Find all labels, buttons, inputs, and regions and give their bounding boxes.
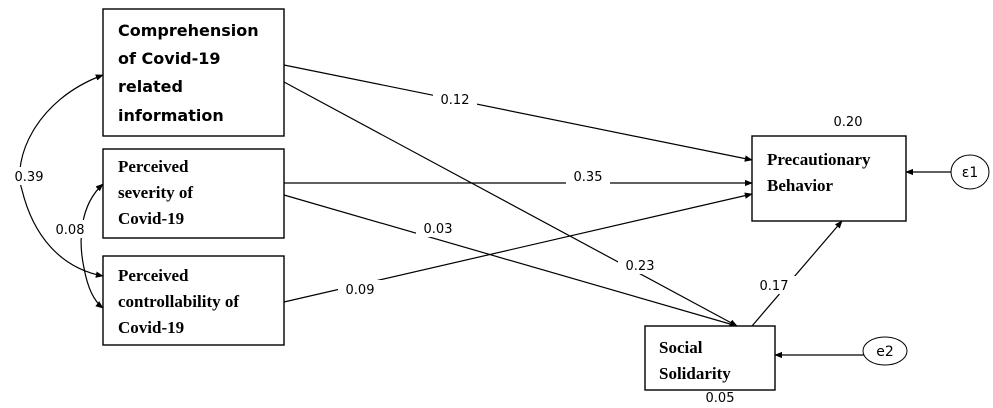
node-solidarity-line-1: Social <box>659 338 703 357</box>
r-squared-solidarity: 0.05 <box>706 391 735 406</box>
node-comprehension-line-1: Comprehension <box>118 21 259 40</box>
path-severity-to-solidarity <box>283 194 738 328</box>
node-controllability: Perceived controllability of Covid-19 <box>118 266 239 337</box>
coef-solidarity-to-precautionary: 0.17 <box>760 279 789 294</box>
node-severity-line-3: Covid-19 <box>118 209 184 228</box>
error-e1-label: ε1 <box>962 165 978 181</box>
covariance-comprehension-controllability <box>19 74 104 278</box>
node-precautionary-line-2: Behavior <box>767 176 834 195</box>
node-comprehension-line-2: of Covid-19 <box>118 49 221 68</box>
node-comprehension-line-3: related <box>118 77 183 96</box>
node-controllability-box <box>102 255 285 346</box>
path-comprehension-to-solidarity <box>283 81 738 327</box>
node-solidarity-box <box>644 325 776 391</box>
node-severity: Perceived severity of Covid-19 <box>118 157 193 228</box>
node-controllability-line-2: controllability of <box>118 292 239 311</box>
node-precautionary-line-1: Precautionary <box>767 150 871 169</box>
coef-controllability-to-precautionary: 0.09 <box>346 283 375 298</box>
node-solidarity: Social Solidarity <box>659 338 731 383</box>
coef-severity-to-solidarity: 0.03 <box>424 222 453 237</box>
coef-covariance-comprehension-controllability: 0.39 <box>15 170 44 185</box>
node-solidarity-line-2: Solidarity <box>659 364 731 383</box>
coef-comprehension-to-precautionary: 0.12 <box>441 93 470 108</box>
node-controllability-line-1: Perceived <box>118 266 189 285</box>
path-solidarity-to-precautionary <box>751 220 843 327</box>
node-precautionary-box <box>751 135 907 222</box>
covariance-severity-controllability <box>80 183 104 309</box>
node-comprehension: Comprehension of Covid-19 related inform… <box>118 21 259 125</box>
node-severity-line-2: severity of <box>118 183 193 202</box>
path-comprehension-to-precautionary <box>283 64 753 162</box>
error-e1-ellipse <box>950 154 990 190</box>
node-precautionary: Precautionary Behavior <box>767 150 871 195</box>
error-e2-label: e2 <box>876 344 894 360</box>
coef-covariance-severity-controllability: 0.08 <box>56 223 85 238</box>
node-comprehension-line-4: information <box>118 106 224 125</box>
node-comprehension-box <box>102 8 285 137</box>
coef-severity-to-precautionary: 0.35 <box>574 170 603 185</box>
coef-comprehension-to-solidarity: 0.23 <box>626 259 655 274</box>
node-controllability-line-3: Covid-19 <box>118 318 184 337</box>
node-severity-line-1: Perceived <box>118 157 189 176</box>
error-e2-ellipse <box>862 336 908 366</box>
node-severity-box <box>102 148 285 239</box>
r-squared-precautionary: 0.20 <box>834 115 863 130</box>
